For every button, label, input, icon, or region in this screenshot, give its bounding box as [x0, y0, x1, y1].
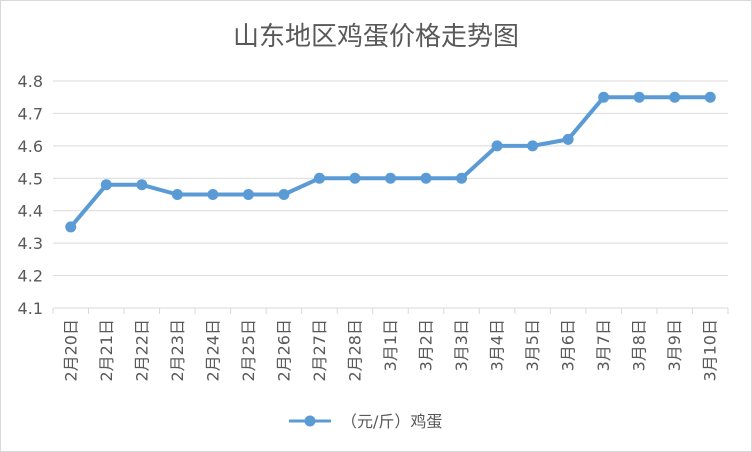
data-point[interactable]	[420, 172, 432, 184]
y-tick-label: 4.7	[18, 104, 43, 123]
legend[interactable]: （元/斤）鸡蛋	[289, 412, 442, 431]
y-tick-label: 4.5	[18, 169, 43, 188]
x-tick-label: 2月24日	[203, 319, 222, 382]
series-layer	[65, 91, 716, 233]
x-axis: 2月20日 2月21日 2月22日 2月23日 2月24日 2月25日 2月26日 2月27日…	[52, 308, 729, 382]
x-tick-label: 3月1日	[381, 319, 400, 371]
x-tick-label: 3月7日	[594, 319, 613, 371]
x-tick-label: 2月28日	[345, 319, 364, 382]
y-tick-label: 4.4	[18, 202, 43, 221]
x-tick-label: 2月25日	[239, 319, 258, 382]
y-tick-label: 4.3	[18, 234, 43, 253]
x-tick-label: 3月9日	[665, 319, 684, 371]
x-tick-label: 2月21日	[97, 319, 116, 382]
legend-label: （元/斤）鸡蛋	[341, 412, 442, 431]
chart-title: 山东地区鸡蛋价格走势图	[233, 22, 519, 52]
x-tick-label: 2月26日	[274, 319, 293, 382]
x-tick-label: 3月6日	[559, 319, 578, 371]
y-axis: 4.1 4.2 4.3 4.4 4.5 4.6 4.7 4.8	[18, 72, 43, 318]
data-point[interactable]	[633, 91, 645, 103]
data-point[interactable]	[527, 140, 539, 152]
y-tick-label: 4.2	[18, 267, 43, 286]
x-tick-label: 3月5日	[523, 319, 542, 371]
x-tick-label: 2月23日	[168, 319, 187, 382]
y-tick-label: 4.6	[18, 137, 43, 156]
x-tick-label: 2月22日	[132, 319, 151, 382]
gridlines	[53, 80, 728, 309]
data-point[interactable]	[704, 91, 716, 103]
data-point[interactable]	[278, 189, 290, 200]
data-point[interactable]	[207, 189, 219, 200]
data-point[interactable]	[669, 91, 681, 103]
data-point[interactable]	[562, 133, 574, 145]
data-point[interactable]	[136, 179, 148, 191]
data-point[interactable]	[65, 221, 77, 233]
x-tick-label: 3月8日	[630, 319, 649, 371]
x-tick-label: 3月10日	[701, 319, 720, 382]
data-point[interactable]	[385, 172, 396, 184]
data-point[interactable]	[598, 91, 610, 103]
data-point[interactable]	[456, 172, 468, 184]
data-point[interactable]	[242, 189, 254, 200]
x-tick-label: 2月27日	[310, 319, 329, 382]
data-point[interactable]	[491, 140, 503, 152]
data-point[interactable]	[100, 179, 112, 191]
x-tick-label: 3月2日	[417, 319, 436, 371]
data-point[interactable]	[171, 189, 183, 200]
x-tick-label: 3月4日	[488, 319, 507, 371]
x-tick-label: 3月3日	[452, 319, 471, 371]
x-tick-label: 2月20日	[61, 319, 80, 382]
data-point[interactable]	[313, 172, 325, 184]
legend-dot-marker	[304, 415, 316, 427]
series-line	[68, 95, 713, 229]
y-tick-label: 4.1	[18, 299, 43, 318]
y-tick-label: 4.8	[18, 72, 43, 91]
data-point[interactable]	[349, 172, 361, 184]
